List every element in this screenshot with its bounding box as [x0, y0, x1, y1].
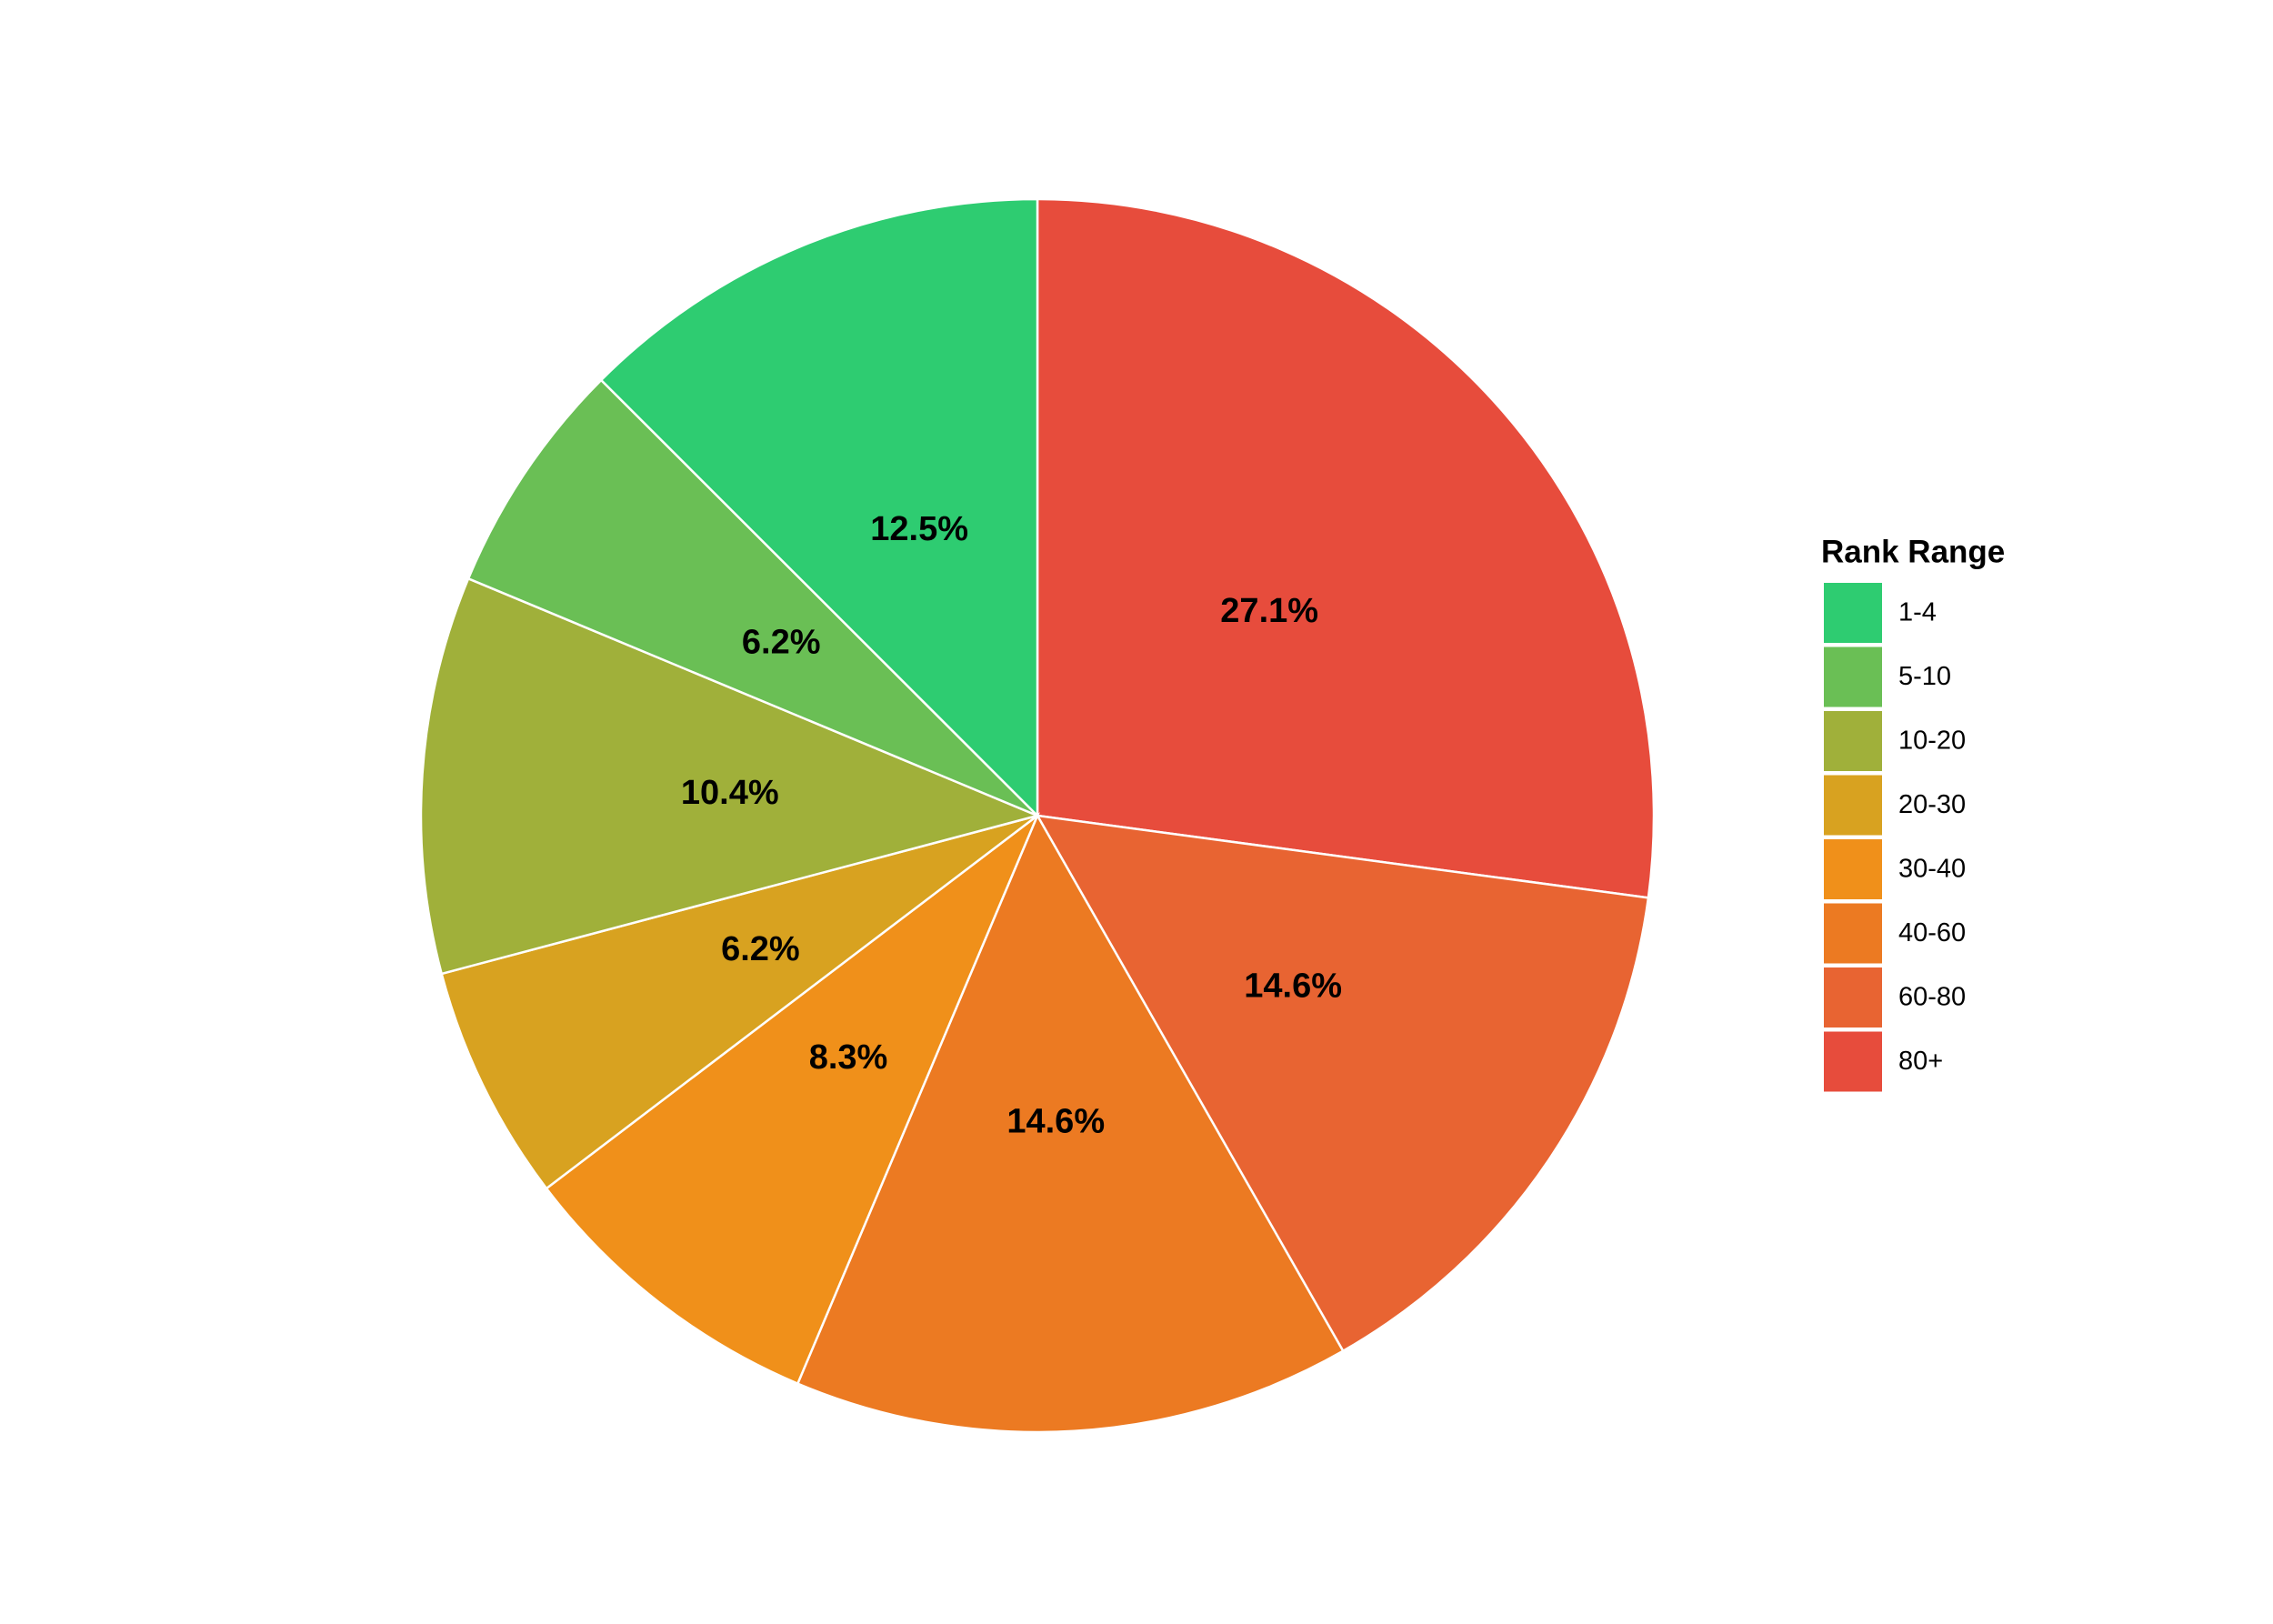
legend-label: 10-20: [1898, 727, 1966, 756]
legend-label: 5-10: [1898, 662, 1951, 691]
pie-slice: [1036, 197, 1656, 899]
legend-swatch: [1824, 967, 1882, 1028]
value-label: 6.2%: [742, 624, 821, 662]
legend-swatch: [1824, 1031, 1882, 1092]
pie-slice: [1035, 814, 1650, 1353]
pie-slice: [440, 814, 1038, 1190]
legend-label: 40-60: [1898, 918, 1966, 947]
pie-slice: [466, 378, 1038, 817]
pie-slice: [599, 197, 1039, 819]
pie-slice: [545, 812, 1040, 1386]
legend-swatch: [1824, 903, 1882, 964]
legend-label: 60-80: [1898, 983, 1966, 1012]
legend-swatch: [1824, 583, 1882, 643]
legend-title: Rank Range: [1821, 534, 2005, 569]
value-label: 10.4%: [681, 774, 779, 812]
value-label: 6.2%: [721, 930, 800, 968]
value-label: 27.1%: [1220, 592, 1318, 630]
value-label: 12.5%: [870, 510, 968, 548]
legend-label: 80+: [1898, 1047, 1943, 1076]
legend-swatch: [1824, 775, 1882, 836]
value-label: 8.3%: [809, 1038, 888, 1077]
value-label: 14.6%: [1244, 967, 1342, 1005]
legend-swatch: [1824, 711, 1882, 771]
value-label: 14.6%: [1006, 1102, 1105, 1140]
legend-label: 1-4: [1898, 598, 1937, 627]
pie-slice: [796, 813, 1345, 1434]
legend-label: 30-40: [1898, 855, 1966, 884]
legend-label: 20-30: [1898, 790, 1966, 819]
pie-slice: [419, 576, 1041, 976]
legend-swatch: [1824, 839, 1882, 899]
legend-swatch: [1824, 647, 1882, 707]
